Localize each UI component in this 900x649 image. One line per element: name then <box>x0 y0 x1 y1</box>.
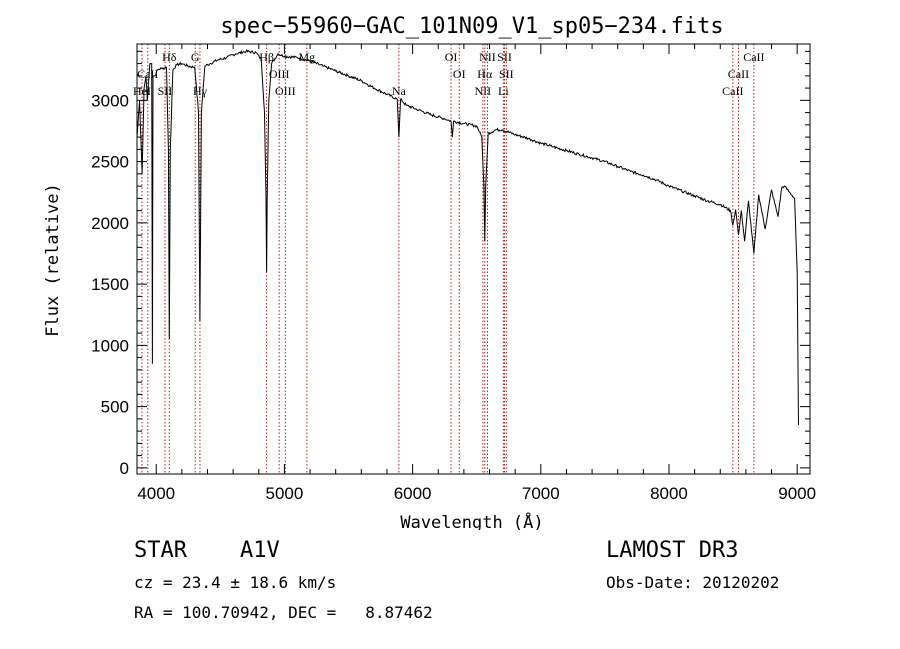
line-marker-label-9: Mg <box>299 50 316 64</box>
line-marker-label-21: CaII <box>743 50 764 64</box>
x-tick-label-5: 9000 <box>778 484 816 503</box>
line-marker-label-12: OI <box>453 67 466 81</box>
spectrum-chart: spec−55960−GAC_101N09_V1_sp05−234.fits C… <box>43 14 816 530</box>
y-tick-label-4: 2000 <box>91 214 129 233</box>
object-type: STAR <box>134 538 187 563</box>
line-marker-label-16: SII <box>497 50 512 64</box>
spectral-subclass: A1V <box>240 538 280 563</box>
line-marker-label-18: SII <box>499 67 514 81</box>
chart-title: spec−55960−GAC_101N09_V1_sp05−234.fits <box>220 14 723 39</box>
y-tick-label-1: 500 <box>101 398 129 417</box>
line-marker-label-11: OI <box>445 50 458 64</box>
line-marker-label-17: Li <box>498 84 509 98</box>
line-marker-label-6: Hβ <box>259 50 274 64</box>
y-tick-label-0: 0 <box>120 459 129 478</box>
y-axis-label: Flux (relative) <box>43 183 63 337</box>
line-marker-label-19: CaII <box>722 84 743 98</box>
y-tick-label-5: 2500 <box>91 153 129 172</box>
observation-date: Obs-Date: 20120202 <box>606 573 780 592</box>
line-marker-label-2: SII <box>158 84 173 98</box>
line-marker-label-8: OIII <box>275 84 296 98</box>
x-tick-label-4: 8000 <box>650 484 688 503</box>
survey-name: LAMOST DR3 <box>606 538 739 563</box>
plot-frame <box>136 43 811 475</box>
line-marker-label-20: CaII <box>728 67 749 81</box>
line-marker-label-14: Hα <box>477 67 493 81</box>
x-tick-label-0: 4000 <box>137 484 175 503</box>
coordinates: RA = 100.70942, DEC = 8.87462 <box>134 603 433 622</box>
series-spectrum <box>136 49 799 426</box>
x-tick-label-3: 7000 <box>522 484 560 503</box>
line-marker-label-3: Hδ <box>162 50 177 64</box>
y-tick-label-6: 3000 <box>91 91 129 110</box>
x-tick-label-2: 6000 <box>394 484 432 503</box>
line-marker-label-7: OIII <box>269 67 290 81</box>
line-marker-label-15: NII <box>479 50 496 64</box>
line-marker-label-0: CaII <box>137 67 158 81</box>
x-axis-label: Wavelength (Å) <box>400 511 543 530</box>
line-marker-label-5: Hγ <box>193 84 208 98</box>
series-layer <box>136 49 799 426</box>
line-marker-label-13: NII <box>475 84 492 98</box>
x-tick-label-1: 5000 <box>266 484 304 503</box>
y-tick-label-3: 1500 <box>91 275 129 294</box>
y-tick-label-2: 1000 <box>91 336 129 355</box>
line-marker-label-4: G <box>191 50 200 64</box>
line-marker-label-10: Na <box>392 84 407 98</box>
radial-velocity: cz = 23.4 ± 18.6 km/s <box>134 573 337 592</box>
